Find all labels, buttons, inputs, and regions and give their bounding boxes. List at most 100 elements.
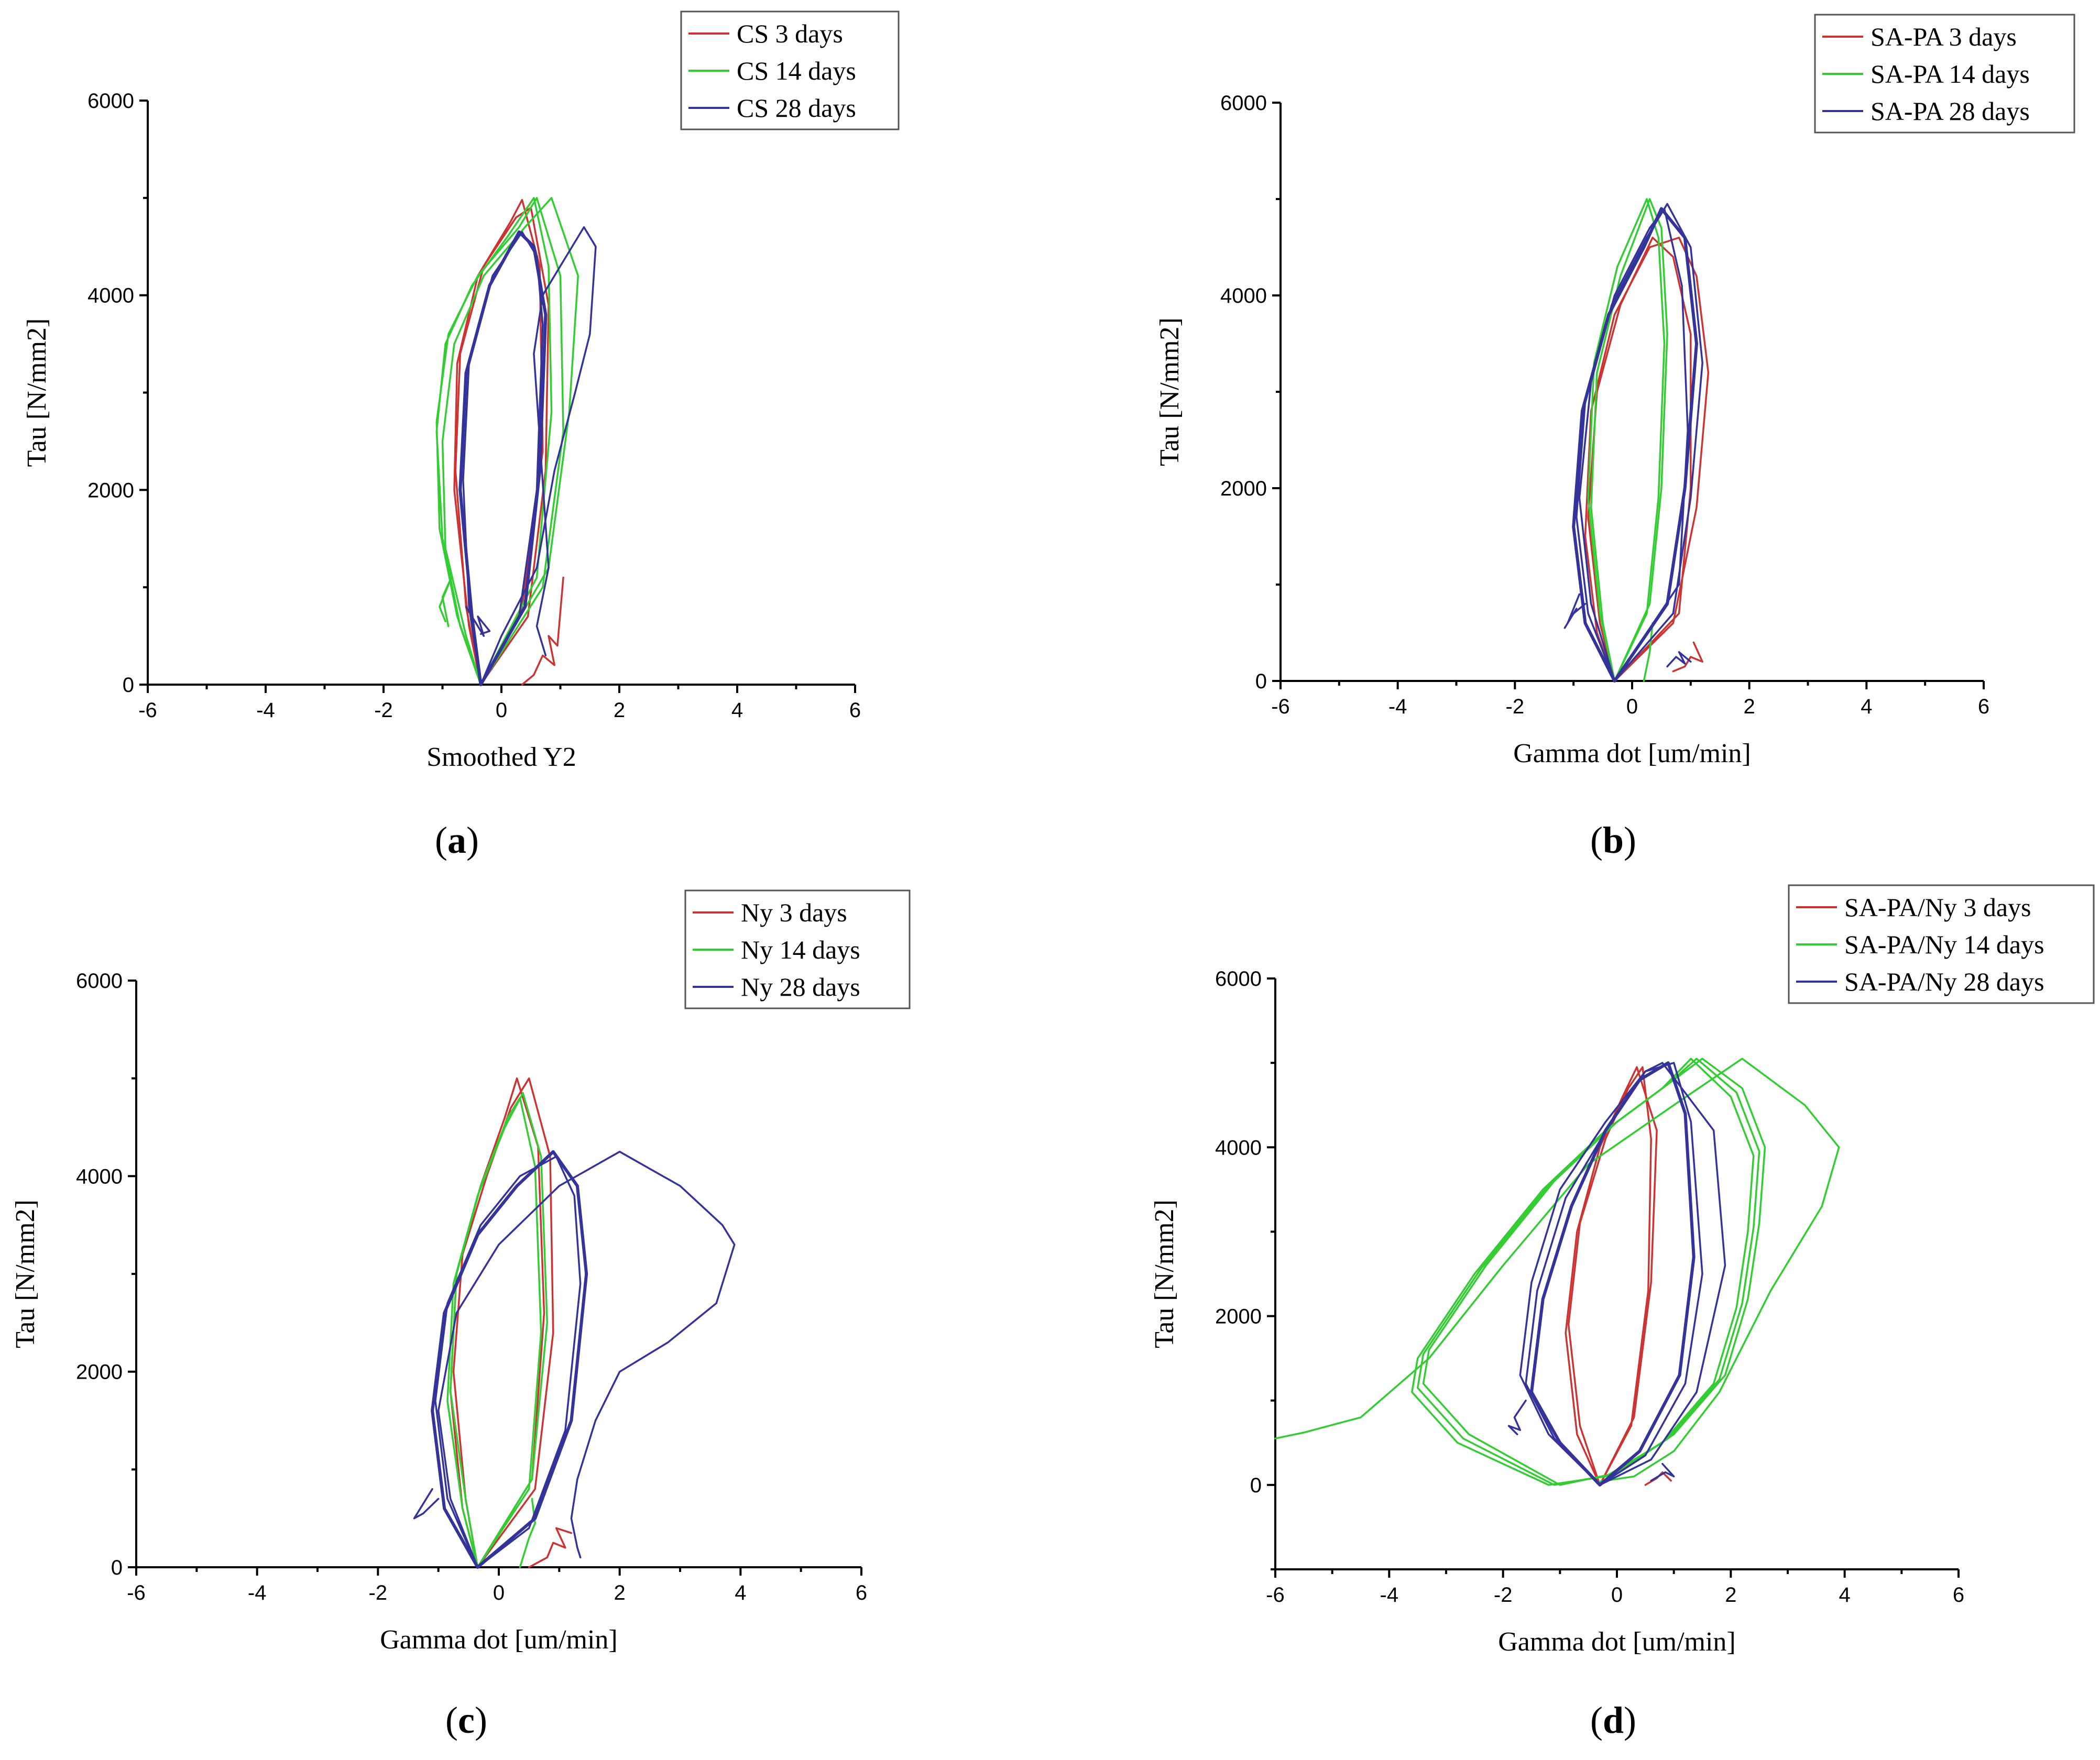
- a-series-blue-loop-1: [462, 231, 544, 686]
- c-x-axis-label: Gamma dot [um/min]: [380, 1625, 617, 1655]
- b-y-tick-label: 4000: [1220, 284, 1267, 307]
- d-x-tick-label: 6: [1953, 1583, 1964, 1607]
- d-series-red-loop-0: [1565, 1066, 1658, 1486]
- c-panel-label: (c): [445, 1699, 487, 1741]
- d-x-tick-label: 4: [1839, 1583, 1851, 1607]
- b-series-blue-loop-1: [1576, 203, 1703, 682]
- c-y-tick-label: 4000: [76, 1165, 123, 1188]
- chart-panel-a: -6 -4 -2 0 2 4 6 0 2000 4000 6000 Smoothed Y2 Tau [N…: [22, 10, 900, 861]
- a-series-green-loop-2: [441, 197, 579, 686]
- d-y-tick-label: 4000: [1215, 1136, 1262, 1159]
- c-x-tick-label: 2: [614, 1581, 626, 1604]
- d-series-blue-loop-2: [1519, 1062, 1726, 1486]
- a-x-axis-label: Smoothed Y2: [426, 742, 576, 772]
- d-x-tick-label: 2: [1725, 1583, 1736, 1607]
- b-legend-label: SA-PA 14 days: [1871, 59, 2030, 89]
- a-x-tick-label: 0: [496, 699, 507, 722]
- a-series-green-loop-1: [435, 197, 564, 686]
- c-legend-label: Ny 14 days: [741, 935, 860, 964]
- c-series-blue-loop-2: [437, 1150, 736, 1568]
- a-y-tick-label: 0: [123, 674, 134, 697]
- a-series-blue-loop-3: [465, 606, 491, 637]
- a-legend-label: CS 28 days: [737, 93, 856, 123]
- d-series-green-loop-2: [1422, 1058, 1766, 1486]
- a-series-blue-loop-0: [458, 230, 548, 686]
- b-series-red-loop-1: [1587, 236, 1692, 682]
- c-y-tick-label: 0: [111, 1556, 123, 1579]
- chart-panel-b: -6 -4 -2 0 2 4 6 0 2000 4000 6000 Gamma dot [um/min…: [1155, 14, 2075, 861]
- d-x-tick-label: -6: [1266, 1583, 1285, 1607]
- c-series-red-loop-1: [452, 1077, 554, 1568]
- b-x-tick-label: 0: [1626, 695, 1638, 718]
- chart-panel-c: -6 -4 -2 0 2 4 6 0 2000 4000 6000 Gamma dot [um/min…: [10, 889, 911, 1741]
- d-x-tick-label: 0: [1611, 1583, 1623, 1607]
- b-x-tick-label: 2: [1744, 695, 1755, 718]
- d-legend-label: SA-PA/Ny 14 days: [1844, 930, 2044, 959]
- a-x-tick-label: 6: [849, 699, 861, 722]
- d-series-green-loop-3: [1274, 1058, 1840, 1483]
- b-series-green-loop-1: [1587, 198, 1666, 682]
- c-x-tick-label: -2: [369, 1581, 388, 1604]
- d-x-tick-label: -2: [1494, 1583, 1513, 1607]
- c-series-red-loop-0: [449, 1077, 545, 1568]
- c-y-tick-label: 2000: [76, 1361, 123, 1384]
- b-x-tick-label: 4: [1861, 695, 1872, 718]
- b-series-blue-loop-3: [1563, 593, 1587, 629]
- c-x-tick-label: 4: [735, 1581, 746, 1604]
- b-legend-label: SA-PA 28 days: [1871, 96, 2030, 126]
- b-series-green-loop-2: [1643, 622, 1654, 682]
- a-series-blue-loop-2: [479, 226, 597, 686]
- chart-panel-d: -6 -4 -2 0 2 4 6 0 2000 4000 6000 Gamma dot [um/min…: [1150, 884, 2095, 1741]
- b-series-green-loop-0: [1590, 198, 1668, 682]
- c-series-green-loop-0: [446, 1092, 549, 1568]
- c-series-blue-loop-3: [413, 1488, 440, 1520]
- d-series-blue-loop-3: [1507, 1399, 1527, 1435]
- c-y-axis-label: Tau [N/mm2]: [10, 1200, 40, 1348]
- b-series-red-loop-2: [1672, 641, 1703, 673]
- c-series-red-loop-2: [528, 1527, 573, 1568]
- d-series-blue-loop-4: [1650, 1462, 1675, 1482]
- c-x-tick-label: 6: [856, 1581, 867, 1604]
- b-x-tick-label: -2: [1506, 695, 1525, 718]
- d-legend-label: SA-PA/Ny 28 days: [1844, 967, 2044, 996]
- a-y-tick-label: 2000: [88, 479, 134, 502]
- d-y-tick-label: 6000: [1215, 967, 1262, 991]
- a-y-tick-label: 4000: [88, 284, 134, 307]
- d-series-red-loop-1: [1567, 1066, 1652, 1486]
- a-y-tick-label: 6000: [88, 90, 134, 113]
- b-y-tick-label: 6000: [1220, 92, 1267, 115]
- a-y-axis-label: Tau [N/mm2]: [22, 318, 52, 467]
- a-legend-label: CS 3 days: [737, 19, 843, 48]
- a-x-tick-label: 4: [731, 699, 743, 722]
- a-x-tick-label: -4: [256, 699, 275, 722]
- a-x-tick-label: -6: [138, 699, 157, 722]
- d-x-tick-label: -4: [1380, 1583, 1399, 1607]
- a-x-tick-label: 2: [614, 699, 625, 722]
- d-y-tick-label: 2000: [1215, 1305, 1262, 1328]
- b-series-red-loop-0: [1584, 236, 1710, 682]
- a-legend-label: CS 14 days: [737, 56, 856, 85]
- c-series-blue-loop-1: [434, 1156, 582, 1568]
- a-x-tick-label: -2: [374, 699, 393, 722]
- a-series-red-loop-1: [454, 206, 550, 686]
- b-y-tick-label: 0: [1255, 670, 1267, 693]
- d-legend-label: SA-PA/Ny 3 days: [1844, 893, 2031, 922]
- d-panel-label: (d): [1590, 1699, 1636, 1741]
- b-series-blue-loop-4: [1666, 651, 1692, 668]
- b-y-tick-label: 2000: [1220, 477, 1267, 500]
- b-x-tick-label: -6: [1271, 695, 1290, 718]
- c-x-tick-label: 0: [493, 1581, 505, 1604]
- a-series-red-loop-2: [521, 576, 564, 686]
- c-legend-label: Ny 3 days: [741, 898, 847, 927]
- c-x-tick-label: -4: [248, 1581, 267, 1604]
- c-y-tick-label: 6000: [76, 970, 123, 993]
- b-x-tick-label: 6: [1978, 695, 1989, 718]
- c-x-tick-label: -6: [127, 1581, 146, 1604]
- c-series-green-loop-1: [449, 1097, 542, 1568]
- b-legend-label: SA-PA 3 days: [1871, 22, 2017, 51]
- d-y-tick-label: 0: [1250, 1474, 1262, 1497]
- b-series-blue-loop-2: [1578, 207, 1689, 682]
- b-panel-label: (b): [1590, 819, 1636, 861]
- d-y-axis-label: Tau [N/mm2]: [1150, 1200, 1179, 1348]
